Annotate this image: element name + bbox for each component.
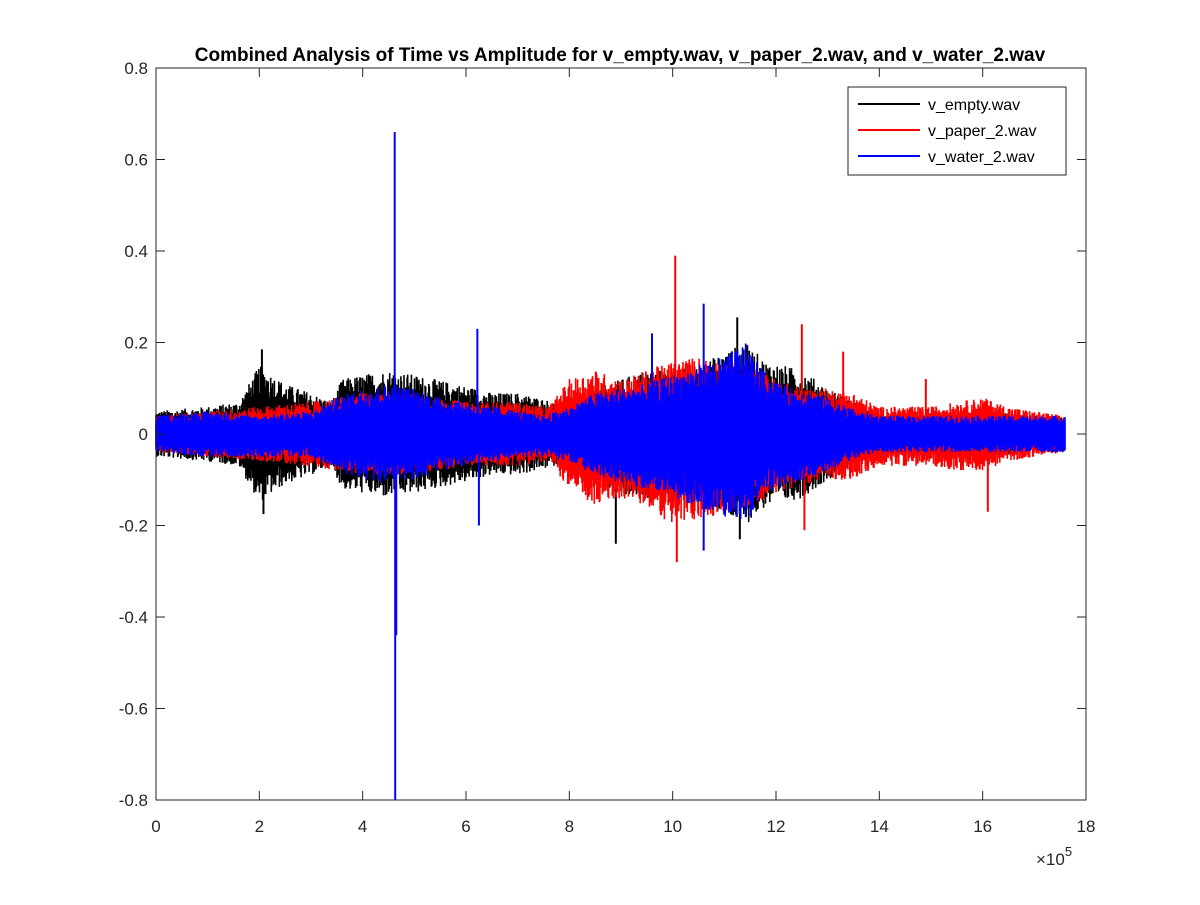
x-tick-label: 18 <box>1077 817 1096 836</box>
x-tick-label: 10 <box>663 817 682 836</box>
y-tick-label: -0.4 <box>119 608 148 627</box>
x-tick-label: 0 <box>151 817 160 836</box>
x-tick-label: 2 <box>255 817 264 836</box>
y-tick-label: -0.2 <box>119 517 148 536</box>
y-tick-label: 0 <box>139 425 148 444</box>
chart-title: Combined Analysis of Time vs Amplitude f… <box>195 45 1046 66</box>
series-line <box>155 343 1066 519</box>
y-tick-label: 0.6 <box>124 151 148 170</box>
y-tick-label: 0.8 <box>124 59 148 78</box>
y-tick-label: 0.2 <box>124 334 148 353</box>
legend: v_empty.wav v_paper_2.wav v_water_2.wav <box>847 86 1067 176</box>
x-tick-label: 6 <box>461 817 470 836</box>
y-tick-label: 0.4 <box>124 242 148 261</box>
y-tick-label: -0.8 <box>119 791 148 810</box>
legend-label: v_paper_2.wav <box>928 123 1037 140</box>
x-tick-label: 14 <box>870 817 889 836</box>
x-tick-label: 4 <box>358 817 367 836</box>
y-tick-label: -0.6 <box>119 700 148 719</box>
series-layer <box>155 132 1066 800</box>
x-tick-label: 8 <box>565 817 574 836</box>
legend-label: v_water_2.wav <box>928 149 1035 166</box>
x-exponent-label: ×105 <box>1036 844 1072 869</box>
x-exponent-superscript: 5 <box>1065 844 1072 859</box>
x-tick-label: 16 <box>973 817 992 836</box>
legend-label: v_empty.wav <box>928 97 1020 114</box>
x-tick-label: 12 <box>767 817 786 836</box>
